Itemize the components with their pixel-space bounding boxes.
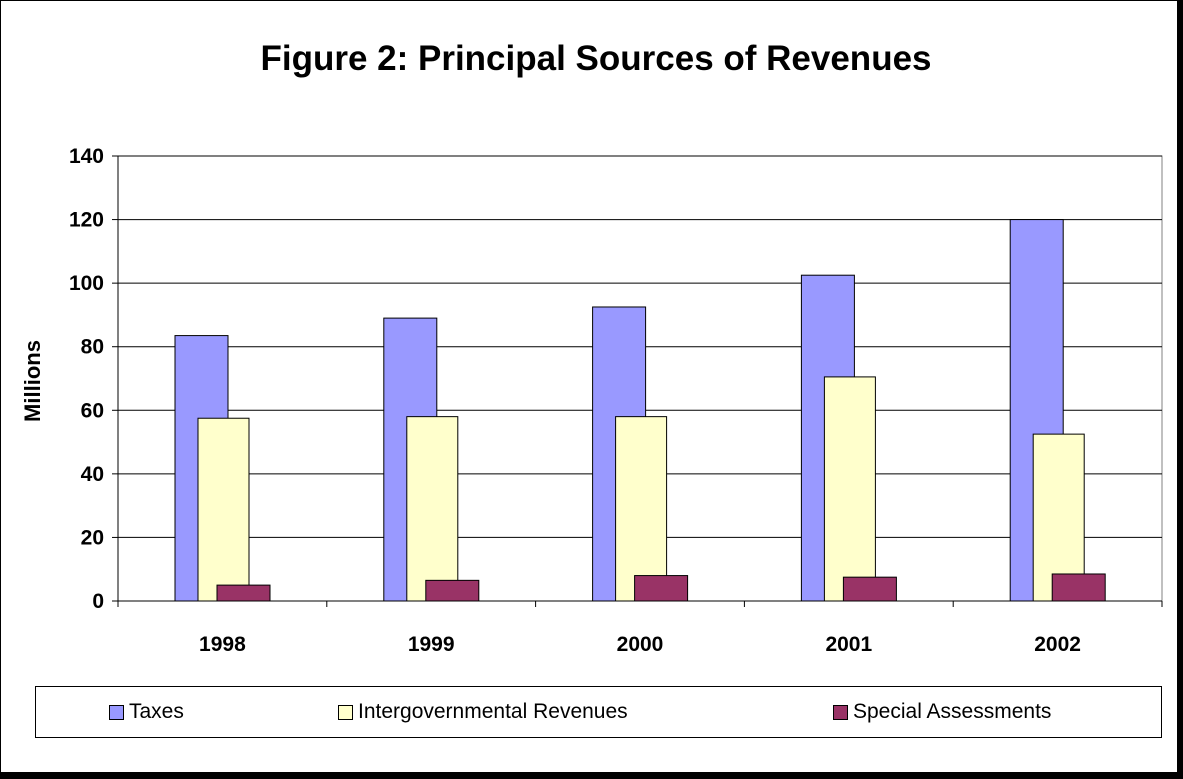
legend-item: Taxes xyxy=(109,700,184,724)
bar-intergovernmental-revenues-2002 xyxy=(1032,433,1085,602)
legend-item: Intergovernmental Revenues xyxy=(338,700,628,724)
x-tick-label: 1999 xyxy=(408,633,455,656)
x-tick-label: 2002 xyxy=(1034,633,1081,656)
bar-intergovernmental-revenues-1998 xyxy=(197,417,250,602)
x-tick-label: 2000 xyxy=(617,633,664,656)
legend-label: Special Assessments xyxy=(853,700,1052,723)
bar-special-assessments-1998 xyxy=(216,584,271,602)
legend-swatch xyxy=(338,704,353,720)
y-tick-label: 40 xyxy=(81,463,104,486)
x-tick-label: 2001 xyxy=(825,633,872,656)
bar-intergovernmental-revenues-2000 xyxy=(615,416,668,602)
y-tick-label: 0 xyxy=(92,590,104,613)
bar-intergovernmental-revenues-2001 xyxy=(823,376,876,602)
legend-label: Intergovernmental Revenues xyxy=(358,700,628,723)
chart-title: Figure 2: Principal Sources of Revenues xyxy=(260,39,932,78)
y-tick-label: 80 xyxy=(81,336,104,359)
y-tick-label: 140 xyxy=(69,145,104,168)
y-tick-label: 20 xyxy=(81,526,104,549)
bar-special-assessments-2001 xyxy=(842,576,897,602)
y-tick-label: 60 xyxy=(81,399,104,422)
x-tick-label: 1998 xyxy=(199,633,246,656)
legend-swatch xyxy=(109,704,124,720)
bar-intergovernmental-revenues-1999 xyxy=(406,416,459,602)
legend-label: Taxes xyxy=(129,700,184,723)
y-tick-label: 100 xyxy=(69,272,104,295)
bar-special-assessments-2000 xyxy=(634,575,689,602)
legend-item: Special Assessments xyxy=(833,700,1051,724)
y-tick-label: 120 xyxy=(69,209,104,232)
bar-special-assessments-2002 xyxy=(1051,573,1106,602)
legend-swatch xyxy=(833,704,848,720)
legend: Taxes Intergovernmental Revenues Special A… xyxy=(35,686,1162,738)
bar-special-assessments-1999 xyxy=(425,579,480,602)
